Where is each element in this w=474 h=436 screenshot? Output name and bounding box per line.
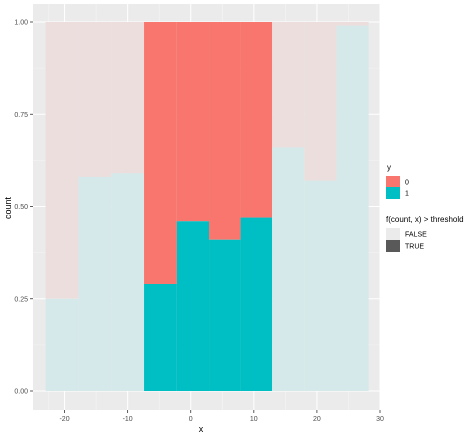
fill-legend-title: y [387,163,391,172]
bar-y1-bin-0 [45,298,79,391]
legend-key-0 [386,176,400,188]
bar-y1-bin-4 [176,221,210,391]
y-tick-label: 0.00 [14,389,28,396]
bar-y1-bin-3 [144,283,177,391]
legend-key-true [386,240,400,252]
bar-y0-bin-6 [240,22,273,218]
y-axis: 0.00 0.25 0.50 0.75 1.00 [14,20,33,396]
x-axis-title: x [199,424,204,434]
bar-y1-bin-7 [272,147,305,391]
alpha-legend: f(count, x) > threshold FALSE TRUE [386,215,464,252]
bar-y0-bin-1 [78,22,112,177]
bar-y0-bin-9 [336,22,369,26]
x-tick-label: 30 [376,416,384,423]
x-axis: -20 -10 0 10 20 30 [59,410,384,423]
x-tick-label: 10 [250,416,258,423]
legend-key-false [386,228,400,240]
bar-y1-bin-6 [240,217,273,391]
legend-label-0: 0 [405,180,409,187]
alpha-legend-title: f(count, x) > threshold [386,215,464,224]
y-tick-label: 1.00 [14,20,28,27]
fill-legend: y 0 1 [386,163,409,199]
legend-label-true: TRUE [405,244,424,251]
bar-y0-bin-8 [304,22,337,181]
y-tick-label: 0.25 [14,296,28,303]
bar-y1-bin-2 [111,173,145,391]
bar-y0-bin-4 [176,22,210,222]
x-tick-label: -20 [59,416,69,423]
bars [45,22,369,391]
legend-label-false: FALSE [405,232,427,239]
legend-label-1: 1 [405,191,409,198]
x-tick-label: 20 [313,416,321,423]
y-axis-title: count [3,196,13,219]
bar-y1-bin-1 [78,176,112,391]
legend-key-1 [386,187,400,199]
bar-y1-bin-5 [209,239,241,391]
x-tick-label: 0 [189,416,193,423]
bar-y0-bin-5 [209,22,241,240]
bar-y0-bin-7 [272,22,305,148]
bar-y1-bin-9 [336,25,369,391]
y-tick-label: 0.50 [14,204,28,211]
bar-y0-bin-3 [144,22,177,284]
bar-y0-bin-0 [45,22,79,299]
y-tick-label: 0.75 [14,112,28,119]
bar-y0-bin-2 [111,22,145,174]
bar-y1-bin-8 [304,180,337,391]
x-tick-label: -10 [123,416,133,423]
